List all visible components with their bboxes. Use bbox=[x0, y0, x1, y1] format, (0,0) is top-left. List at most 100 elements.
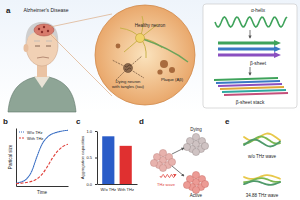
line-chart: Time Partical size W/o THzWith THz bbox=[8, 129, 69, 196]
legend-entry: W/o THz bbox=[27, 130, 42, 135]
condition-label: 34.88 THz wave bbox=[246, 193, 279, 198]
x-axis bbox=[17, 186, 69, 187]
axon bbox=[140, 38, 188, 62]
disease-label: Alzheimer's Disease bbox=[23, 7, 68, 13]
stack-strand bbox=[220, 87, 284, 89]
arrow bbox=[172, 166, 184, 176]
neuron-zoom: Healthy neuronDying neuronwith tangles (… bbox=[95, 5, 195, 105]
axis-line bbox=[17, 186, 69, 187]
brain-lesion bbox=[43, 26, 45, 28]
structure-label: β-sheet stack bbox=[236, 100, 265, 105]
protein-structures: α-helixβ-sheetβ-sheet stack bbox=[203, 4, 297, 108]
tick: 0.5 bbox=[86, 155, 97, 160]
axis-line bbox=[16, 129, 17, 187]
transition-arrow bbox=[250, 30, 251, 38]
stack-strand bbox=[224, 93, 288, 95]
hair bbox=[26, 22, 59, 46]
panel-e: w/o THz wave 34.88 THz wave bbox=[244, 134, 280, 198]
plaque-label: Plaque (Aβ) bbox=[161, 77, 184, 82]
beta-strand bbox=[218, 52, 281, 58]
dying-cell bbox=[192, 148, 199, 155]
body bbox=[8, 76, 76, 112]
cell bbox=[159, 164, 166, 171]
beta-strand bbox=[218, 46, 281, 52]
cell bbox=[159, 149, 166, 156]
dying-cell bbox=[183, 143, 190, 150]
state-label: Dying bbox=[190, 127, 202, 132]
panel-label: d bbox=[139, 117, 144, 126]
bar bbox=[120, 146, 132, 184]
dying-neuron bbox=[112, 56, 144, 80]
tick: 1.0 bbox=[86, 129, 97, 134]
bar bbox=[102, 136, 114, 184]
brain-lesion bbox=[47, 30, 49, 32]
legend-swatch bbox=[19, 131, 25, 132]
wave-label: THz wave bbox=[157, 182, 176, 187]
tick-label: 0.0 bbox=[86, 182, 92, 187]
dying-cell bbox=[192, 133, 199, 140]
mouth bbox=[37, 57, 49, 58]
soma bbox=[136, 34, 145, 43]
axis-line bbox=[98, 184, 138, 185]
arrow bbox=[172, 148, 184, 154]
stack-strand bbox=[214, 78, 278, 80]
beta-strand bbox=[218, 40, 281, 46]
dying-label: with tangles (tau) bbox=[112, 84, 144, 89]
plaque bbox=[169, 67, 175, 73]
canvas: a Alzheimer's Disease Healthy neuronDying … bbox=[0, 0, 300, 200]
alpha-helix bbox=[215, 17, 287, 27]
plot-marks bbox=[16, 130, 68, 183]
tick-mark bbox=[95, 131, 97, 132]
stack-strand bbox=[218, 84, 282, 86]
stack-strand bbox=[216, 81, 280, 83]
legend-entry: With THz bbox=[27, 136, 43, 141]
axis-title: Time bbox=[37, 190, 47, 195]
structure-box bbox=[203, 4, 297, 108]
eyes bbox=[35, 46, 51, 47]
brain bbox=[34, 24, 54, 36]
plaque bbox=[160, 60, 168, 68]
axis-line bbox=[97, 132, 98, 185]
collar bbox=[34, 76, 50, 88]
y-axis bbox=[16, 129, 17, 187]
patient-illustration bbox=[8, 22, 76, 112]
condition-label: w/o THz wave bbox=[248, 154, 277, 159]
active-cell bbox=[201, 180, 208, 187]
x-axis: W/o THzWith THz bbox=[98, 184, 138, 192]
axis-title: Aggregation capacities bbox=[80, 136, 85, 179]
panel-label: b bbox=[3, 117, 8, 126]
panel-a-background bbox=[0, 0, 300, 112]
tick-mark bbox=[95, 184, 97, 185]
active-cell bbox=[183, 181, 190, 188]
figure: a Alzheimer's Disease Healthy neuronDying … bbox=[0, 0, 300, 200]
dying-soma bbox=[124, 64, 133, 73]
panel-label: a bbox=[6, 6, 11, 15]
tick: W/o THz bbox=[101, 184, 116, 192]
protein-ribbon bbox=[244, 181, 280, 185]
thz-wave bbox=[160, 174, 176, 177]
brain-lesion bbox=[38, 28, 40, 30]
legend: W/o THzWith THz bbox=[19, 130, 43, 141]
axis-title: Partical size bbox=[8, 144, 13, 169]
zoom-circle bbox=[95, 5, 195, 105]
panel-label: c bbox=[76, 117, 81, 126]
series-line bbox=[16, 144, 68, 183]
tangles bbox=[125, 65, 131, 70]
dying-cell bbox=[201, 142, 208, 149]
tick-label: 1.0 bbox=[86, 129, 92, 134]
y-axis: 0.0 0.5 1.0 bbox=[86, 129, 97, 187]
cell bbox=[150, 159, 157, 166]
transition-arrow bbox=[250, 67, 251, 75]
healthy-label: Healthy neuron bbox=[135, 23, 166, 28]
plaque bbox=[157, 69, 162, 74]
structure-label: α-helix bbox=[251, 8, 266, 13]
plot-marks bbox=[102, 136, 132, 184]
protein-ribbon bbox=[244, 140, 280, 147]
bar-chart: 0.0 0.5 1.0 W/o THzWith THz Aggregation capa… bbox=[80, 129, 138, 192]
active-cell bbox=[192, 171, 199, 178]
panel-d: DyingTHz waveActive bbox=[150, 127, 208, 198]
tick-label: W/o THz bbox=[101, 187, 116, 192]
tick-label: With THz bbox=[118, 187, 134, 192]
healthy-neuron bbox=[120, 16, 188, 62]
cell bbox=[168, 158, 175, 165]
